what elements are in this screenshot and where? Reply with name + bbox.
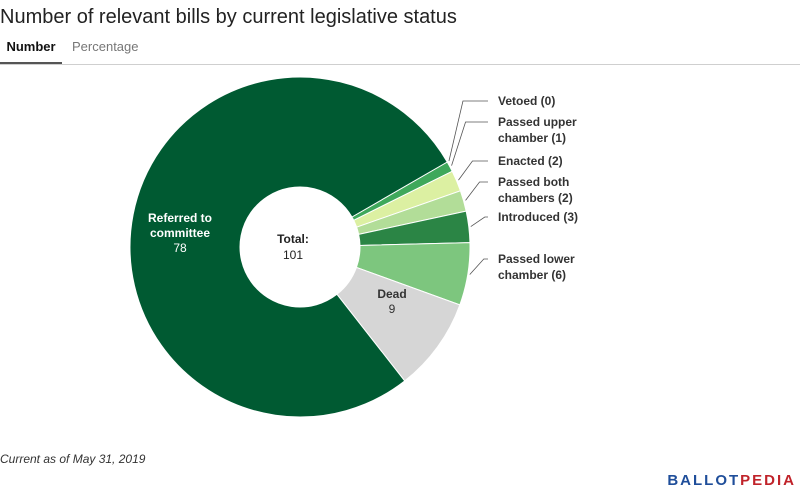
center-label: Total: [277,232,309,246]
value-referred-to-committee: 78 [173,241,187,255]
chart-title: Number of relevant bills by current legi… [0,6,457,28]
label-referred-to-committee: Referred to [148,211,212,225]
ballotpedia-logo: BALLOTPEDIA [667,472,796,489]
label-passed-lower-chamber: Passed lower [498,252,575,266]
label-passed-lower-chamber: chamber (6) [498,268,566,282]
center-total: 101 [283,248,303,262]
label-dead: Dead [377,287,406,301]
leader-line-vetoed [448,100,488,162]
value-dead: 9 [389,302,396,316]
label-passed-upper-chamber: Passed upper [498,115,577,129]
tab-percentage[interactable]: Percentage [72,39,139,54]
label-passed-both-chambers: Passed both [498,175,569,189]
leader-line-passed-lower-chamber [469,258,488,275]
leader-line-introduced [470,216,488,227]
leader-line-passed-upper-chamber [451,121,488,166]
footnote: Current as of May 31, 2019 [0,452,146,466]
label-passed-both-chambers: chambers (2) [498,191,573,205]
view-tabs: Number Percentage [0,38,800,65]
tab-number[interactable]: Number [0,38,62,64]
logo-part-1: BALLOT [667,472,741,489]
logo-part-2: PEDIA [740,472,796,489]
label-passed-upper-chamber: chamber (1) [498,131,566,145]
leader-line-passed-both-chambers [465,181,488,201]
label-enacted: Enacted (2) [498,154,563,168]
leader-line-enacted [458,160,488,181]
slice-referred-to-committee[interactable] [129,76,448,418]
label-referred-to-committee: committee [150,226,210,240]
label-vetoed: Vetoed (0) [498,94,555,108]
label-introduced: Introduced (3) [498,210,578,224]
donut-chart: Vetoed (0) Passed upper chamber (1) Enacted… [129,76,578,418]
